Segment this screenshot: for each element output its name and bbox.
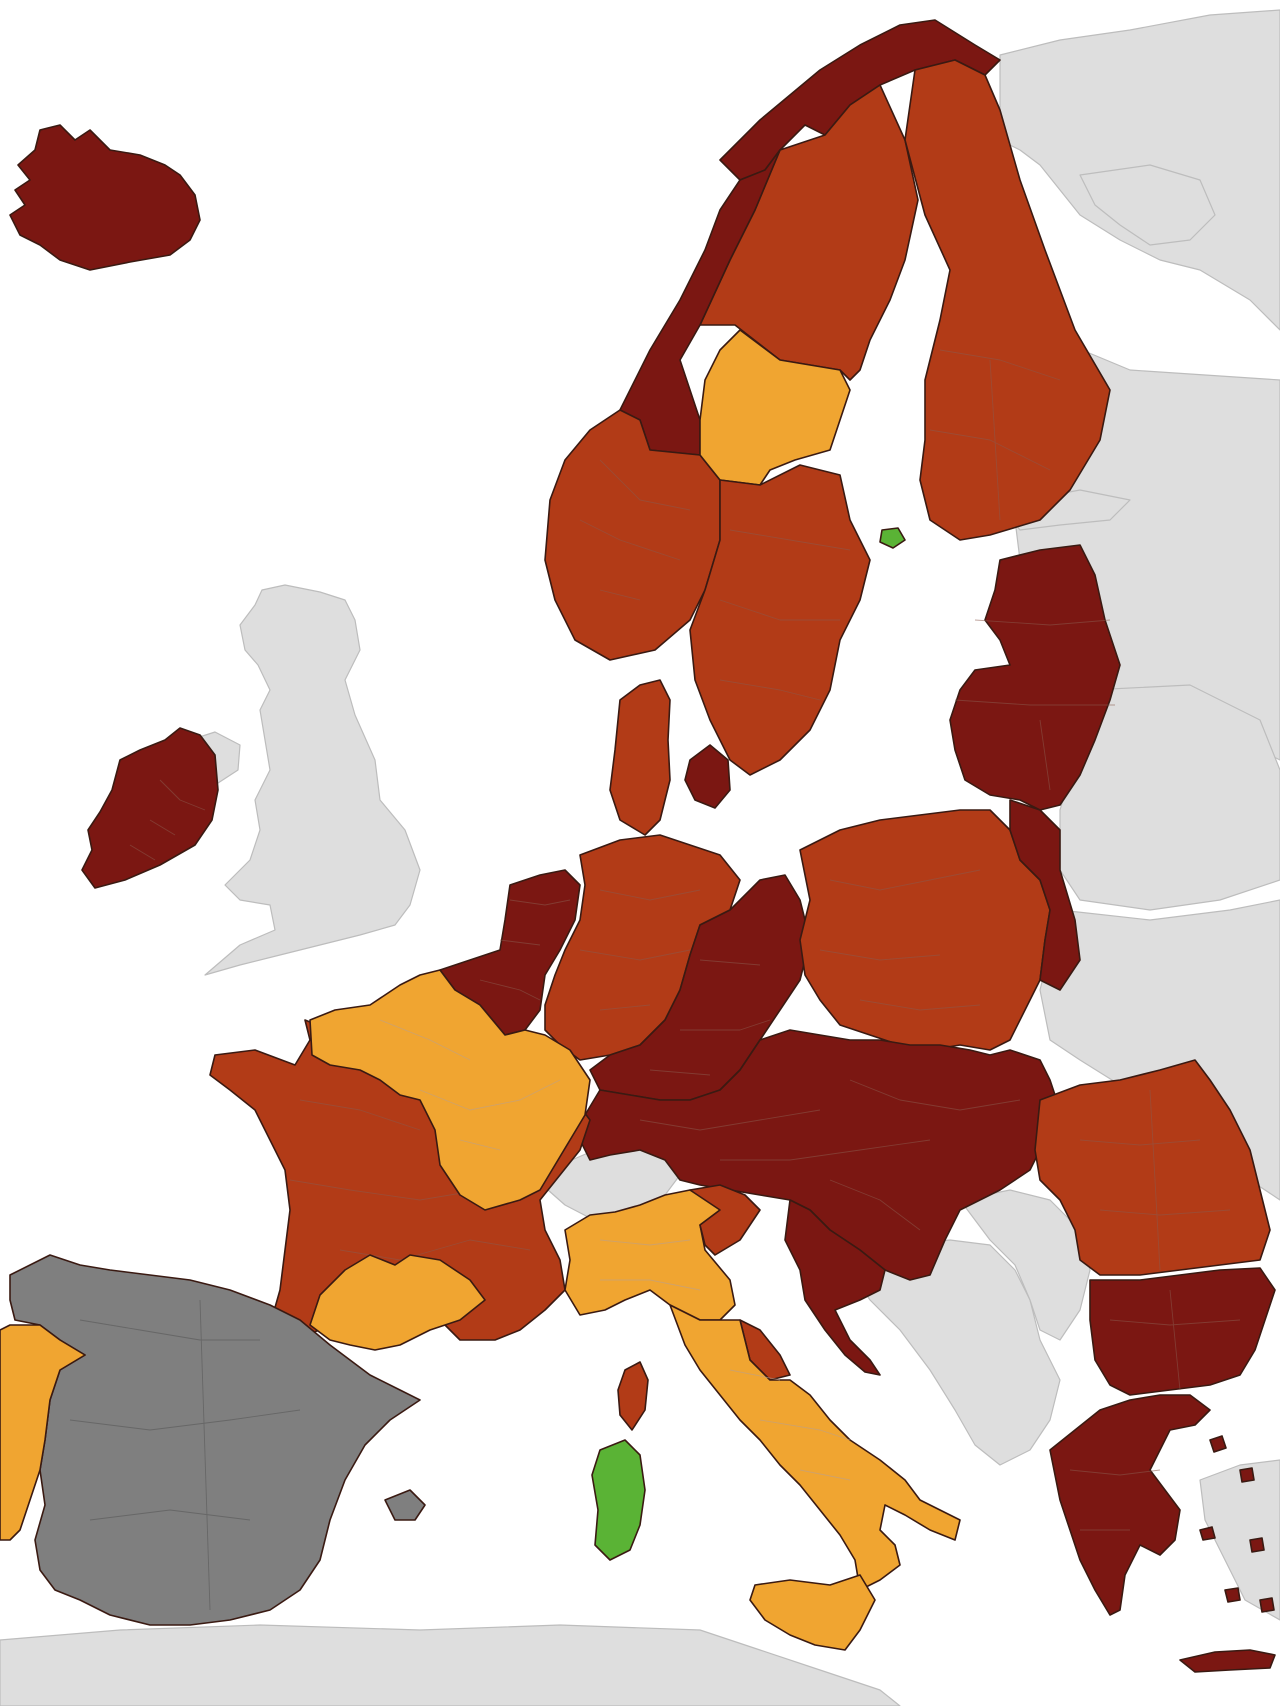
crete <box>1179 1649 1276 1673</box>
greece <box>1049 1394 1211 1616</box>
bulgaria-borders <box>1109 1289 1241 1391</box>
non-eu-land <box>0 9 1280 1706</box>
france-south <box>309 1254 486 1351</box>
kola-peninsula <box>1079 164 1216 246</box>
sweden-central <box>699 329 851 486</box>
denmark <box>609 679 671 836</box>
estonia-latvia-lithuania <box>949 544 1121 811</box>
corsica <box>617 1361 649 1431</box>
sicily <box>749 1574 876 1651</box>
poland <box>799 809 1051 1051</box>
croatia <box>784 1199 886 1376</box>
norway-south-borders <box>579 459 691 601</box>
iceland <box>9 124 201 271</box>
central-europe <box>579 1029 1061 1281</box>
sweden-south-borders <box>719 529 851 701</box>
finland <box>904 59 1111 541</box>
eu-regions <box>0 19 1276 1673</box>
italy-northeast <box>689 1184 761 1256</box>
benelux-borders <box>479 899 571 1001</box>
romania <box>1034 1059 1271 1276</box>
ireland <box>81 727 219 889</box>
bulgaria <box>1089 1267 1276 1396</box>
serbia <box>959 1189 1091 1341</box>
italy-north <box>564 1189 736 1321</box>
romania-borders <box>1079 1089 1231 1271</box>
balkans-west <box>849 1239 1061 1466</box>
africa <box>0 1624 901 1706</box>
baltic-borders <box>954 619 1115 791</box>
zealand <box>684 744 731 809</box>
greece-borders <box>1069 1469 1161 1531</box>
france-north-east <box>309 969 591 1211</box>
ireland-borders <box>129 779 206 861</box>
balearic-islands <box>384 1489 426 1521</box>
poland-borders <box>819 869 981 1011</box>
france-north-east-borders <box>379 1019 561 1151</box>
italy-south-borders <box>729 1369 851 1481</box>
great-britain <box>204 584 421 976</box>
spain-borders <box>69 1299 301 1611</box>
germany-east-borders <box>649 959 771 1076</box>
germany-west-borders <box>579 889 701 1011</box>
italy-north-borders <box>599 1239 701 1291</box>
sardinia <box>591 1439 646 1561</box>
poland-east <box>1009 799 1081 991</box>
aland <box>879 527 906 549</box>
portugal <box>0 1324 86 1541</box>
aegean-islands <box>1199 1435 1275 1613</box>
finland-borders <box>929 349 1061 521</box>
central-europe-borders <box>639 1079 1021 1231</box>
